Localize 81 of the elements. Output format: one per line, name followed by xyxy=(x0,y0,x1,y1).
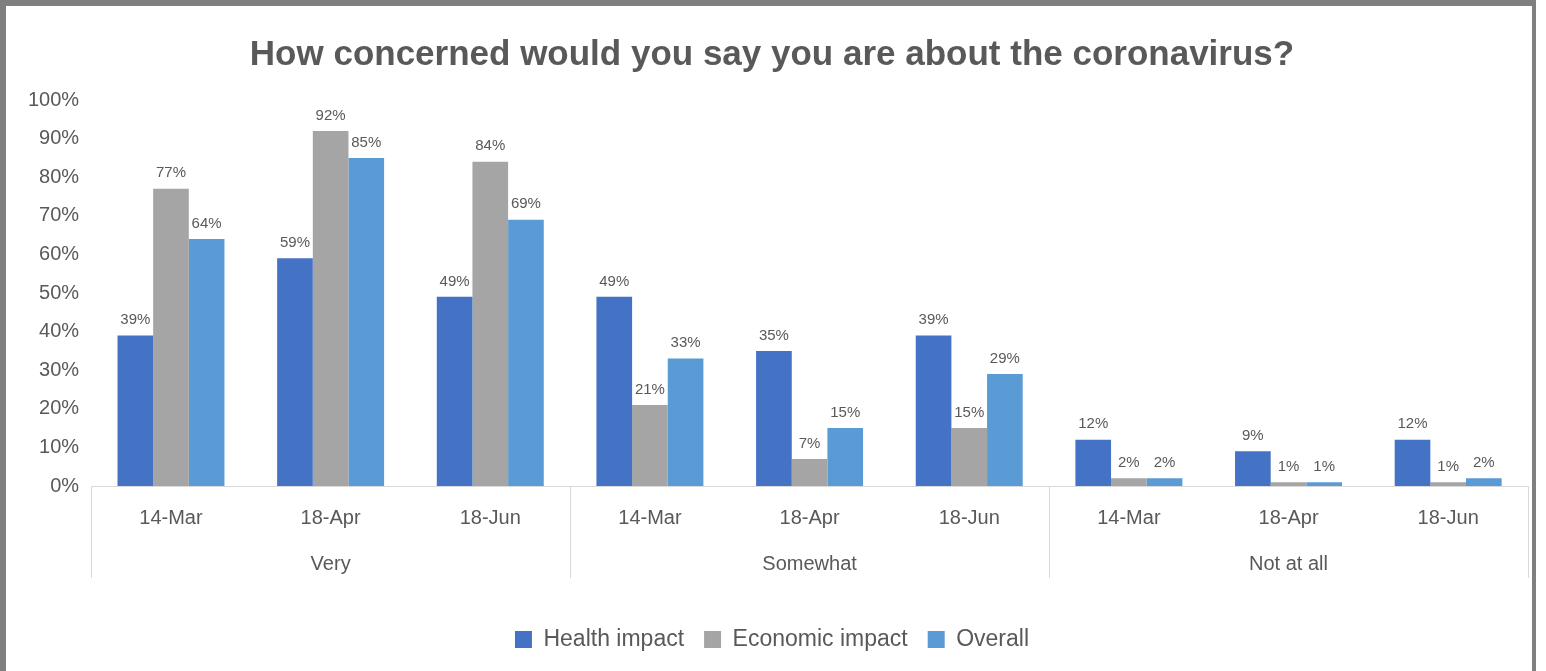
bar xyxy=(277,258,313,486)
bar xyxy=(951,428,988,486)
bar xyxy=(915,335,952,486)
bar xyxy=(756,350,792,486)
y-tick-label: 90% xyxy=(39,126,80,149)
legend-label: Economic impact xyxy=(732,624,909,651)
bar xyxy=(667,358,704,486)
data-label: 39% xyxy=(918,310,949,328)
data-label: 64% xyxy=(191,213,222,231)
y-tick-label: 10% xyxy=(39,434,80,457)
data-label: 92% xyxy=(315,105,346,123)
bar xyxy=(1430,482,1466,486)
bar xyxy=(312,130,349,486)
text: Not at all xyxy=(1249,551,1328,574)
data-label: 1% xyxy=(1313,456,1336,474)
bar xyxy=(1466,478,1502,486)
data-label: 1% xyxy=(1437,456,1460,474)
bar xyxy=(791,458,828,486)
bar xyxy=(1235,451,1271,486)
data-label: 39% xyxy=(120,310,151,328)
bar xyxy=(632,404,668,486)
data-label: 15% xyxy=(954,402,985,420)
bar xyxy=(1146,478,1183,486)
x-tick-label: 14-Mar xyxy=(618,505,682,528)
data-label: 77% xyxy=(155,163,186,181)
text: Very xyxy=(310,551,351,574)
data-label: 69% xyxy=(510,194,541,212)
x-tick-label: 18-Apr xyxy=(1258,505,1319,528)
bar xyxy=(1394,439,1431,486)
data-label: 49% xyxy=(599,271,630,289)
y-tick-label: 40% xyxy=(39,319,80,342)
data-label: 15% xyxy=(830,402,861,420)
data-label: 49% xyxy=(439,271,470,289)
legend-label: Health impact xyxy=(543,624,685,651)
y-tick-label: 60% xyxy=(39,241,80,264)
data-label: 7% xyxy=(798,433,821,451)
bar xyxy=(188,238,225,486)
legend-label: Overall xyxy=(956,624,1030,651)
y-tick-label: 80% xyxy=(39,164,80,187)
bar xyxy=(348,157,385,486)
data-label: 9% xyxy=(1242,425,1264,443)
x-tick-label: 14-Mar xyxy=(1097,505,1161,528)
bar xyxy=(117,335,154,486)
data-label: 2% xyxy=(1472,452,1495,470)
data-label: 2% xyxy=(1118,452,1140,470)
x-tick-label: 18-Jun xyxy=(938,505,1000,528)
data-label: 1% xyxy=(1277,456,1300,474)
bar xyxy=(1075,439,1112,486)
y-tick-label: 50% xyxy=(39,280,80,303)
data-label: 2% xyxy=(1153,452,1176,470)
bar xyxy=(1270,482,1307,486)
bar xyxy=(472,161,509,486)
data-label: 12% xyxy=(1397,414,1428,432)
data-label: 21% xyxy=(634,379,665,397)
y-tick-label: 30% xyxy=(39,357,80,380)
x-tick-label: 18-Jun xyxy=(459,505,521,528)
y-tick-label: 100% xyxy=(28,87,80,110)
bar xyxy=(1111,478,1147,486)
bar xyxy=(827,428,864,486)
text: Somewhat xyxy=(762,551,858,574)
x-tick-label: 18-Apr xyxy=(779,505,840,528)
y-tick-label: 20% xyxy=(39,396,80,419)
y-tick-label: 0% xyxy=(50,473,80,496)
x-tick-label: 18-Jun xyxy=(1417,505,1479,528)
bar xyxy=(508,219,544,486)
bar xyxy=(153,188,189,486)
x-tick-label: 18-Apr xyxy=(300,505,361,528)
bar xyxy=(987,374,1023,486)
data-label: 85% xyxy=(351,132,382,150)
data-label: 59% xyxy=(279,232,310,250)
bar xyxy=(436,296,473,486)
x-tick-label: 14-Mar xyxy=(139,505,203,528)
bar xyxy=(1306,482,1343,486)
bar xyxy=(596,296,633,486)
data-label: 35% xyxy=(758,325,789,343)
data-label: 12% xyxy=(1078,414,1109,432)
data-label: 33% xyxy=(670,333,701,351)
chart-title: How concerned would you say you are about the coronavirus? xyxy=(249,32,1295,72)
y-tick-label: 70% xyxy=(39,203,80,226)
data-label: 29% xyxy=(989,348,1020,366)
data-label: 84% xyxy=(475,136,506,154)
